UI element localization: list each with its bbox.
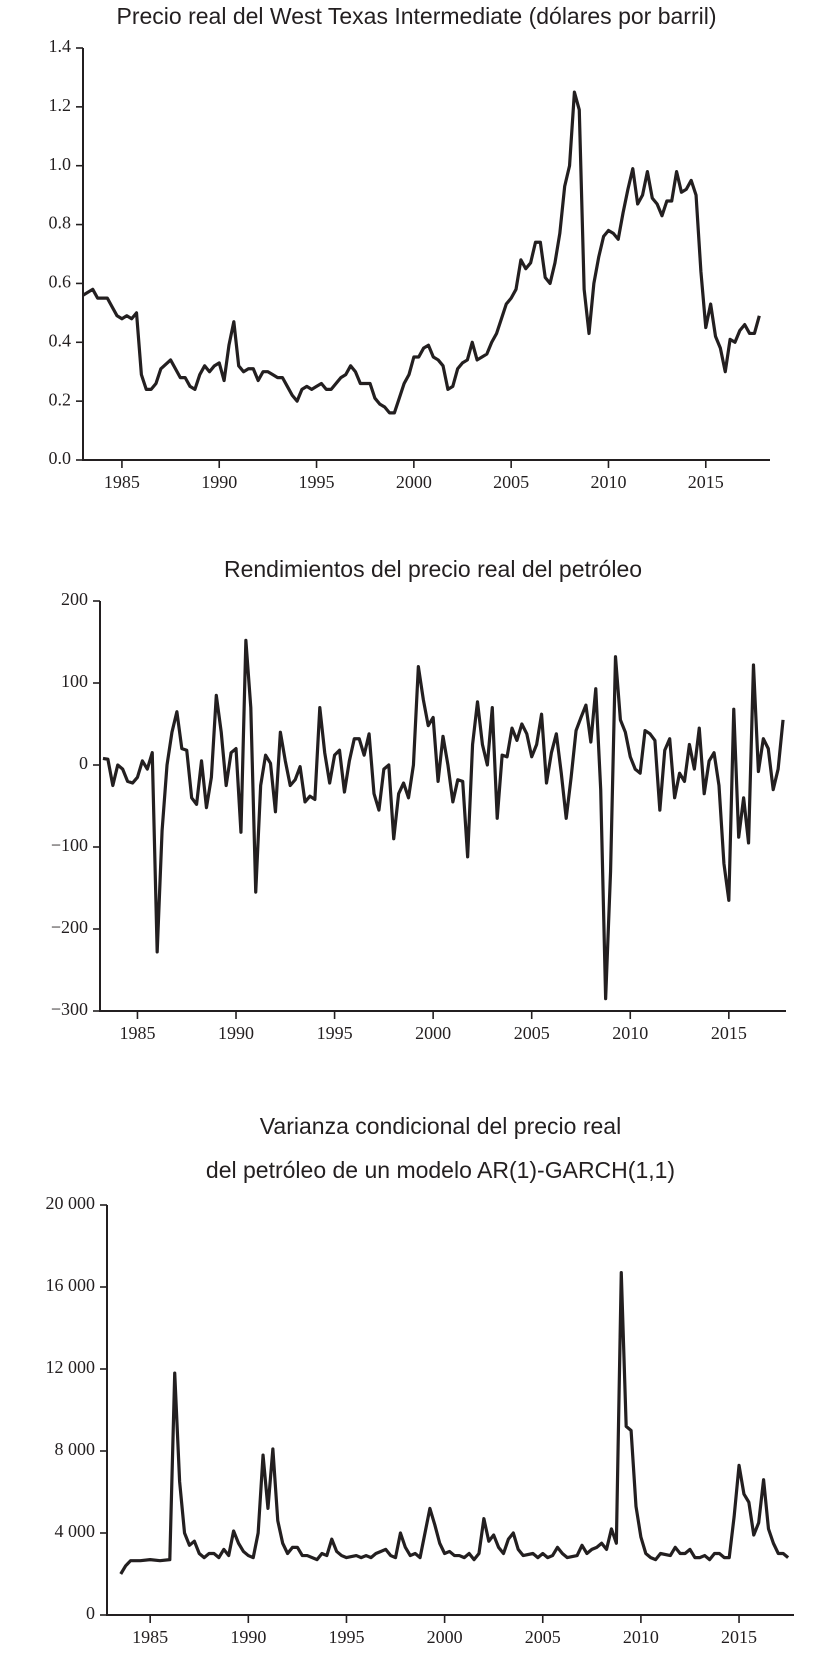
y-tick-label: 0.4 <box>49 330 72 350</box>
line-series <box>119 1271 790 1575</box>
y-tick-label: −200 <box>51 917 88 937</box>
x-tick-label: 1985 <box>104 472 140 492</box>
x-tick-label: 2000 <box>396 472 432 492</box>
x-tick-label: 2010 <box>590 472 626 492</box>
y-tick-label: 8 000 <box>55 1439 96 1459</box>
y-tick-label: 0.8 <box>49 213 72 233</box>
x-tick-label: 1995 <box>317 1023 353 1043</box>
chart-subtitle: del petróleo de un modelo AR(1)-GARCH(1,… <box>206 1157 675 1183</box>
x-tick-label: 2015 <box>711 1023 747 1043</box>
x-tick-label: 2010 <box>612 1023 648 1043</box>
x-tick-label: 2005 <box>493 472 529 492</box>
y-tick-label: 20 000 <box>46 1193 96 1213</box>
x-tick-label: 2015 <box>688 472 724 492</box>
line-series <box>82 90 761 415</box>
x-tick-label: 2005 <box>525 1627 561 1647</box>
y-tick-label: 12 000 <box>46 1357 96 1377</box>
y-tick-label: 0.0 <box>49 448 72 468</box>
x-tick-label: 1995 <box>299 472 335 492</box>
y-tick-label: 0.6 <box>49 272 72 292</box>
y-tick-label: 200 <box>61 589 88 609</box>
chart-title: Varianza condicional del precio real <box>260 1113 621 1139</box>
y-tick-label: −100 <box>51 835 88 855</box>
x-tick-label: 1990 <box>218 1023 254 1043</box>
x-tick-label: 2010 <box>623 1627 659 1647</box>
chart-title: Rendimientos del precio real del petróle… <box>224 556 642 582</box>
x-tick-label: 1995 <box>328 1627 364 1647</box>
y-tick-label: 1.0 <box>49 154 72 174</box>
y-tick-label: 16 000 <box>46 1275 96 1295</box>
y-tick-label: 0 <box>86 1603 95 1623</box>
y-tick-label: 0 <box>79 753 88 773</box>
x-tick-label: 2015 <box>721 1627 757 1647</box>
x-tick-label: 1990 <box>201 472 237 492</box>
y-tick-label: 1.2 <box>49 95 72 115</box>
x-tick-label: 2005 <box>514 1023 550 1043</box>
y-tick-label: 0.2 <box>49 389 72 409</box>
chart-title: Precio real del West Texas Intermediate … <box>117 3 717 29</box>
x-tick-label: 1985 <box>132 1627 168 1647</box>
y-tick-label: 4 000 <box>55 1521 96 1541</box>
y-tick-label: 100 <box>61 671 88 691</box>
x-tick-label: 2000 <box>415 1023 451 1043</box>
y-tick-label: −300 <box>51 999 88 1019</box>
x-tick-label: 2000 <box>427 1627 463 1647</box>
line-series <box>102 638 785 1001</box>
x-tick-label: 1990 <box>230 1627 266 1647</box>
x-tick-label: 1985 <box>119 1023 155 1043</box>
y-tick-label: 1.4 <box>49 36 72 56</box>
